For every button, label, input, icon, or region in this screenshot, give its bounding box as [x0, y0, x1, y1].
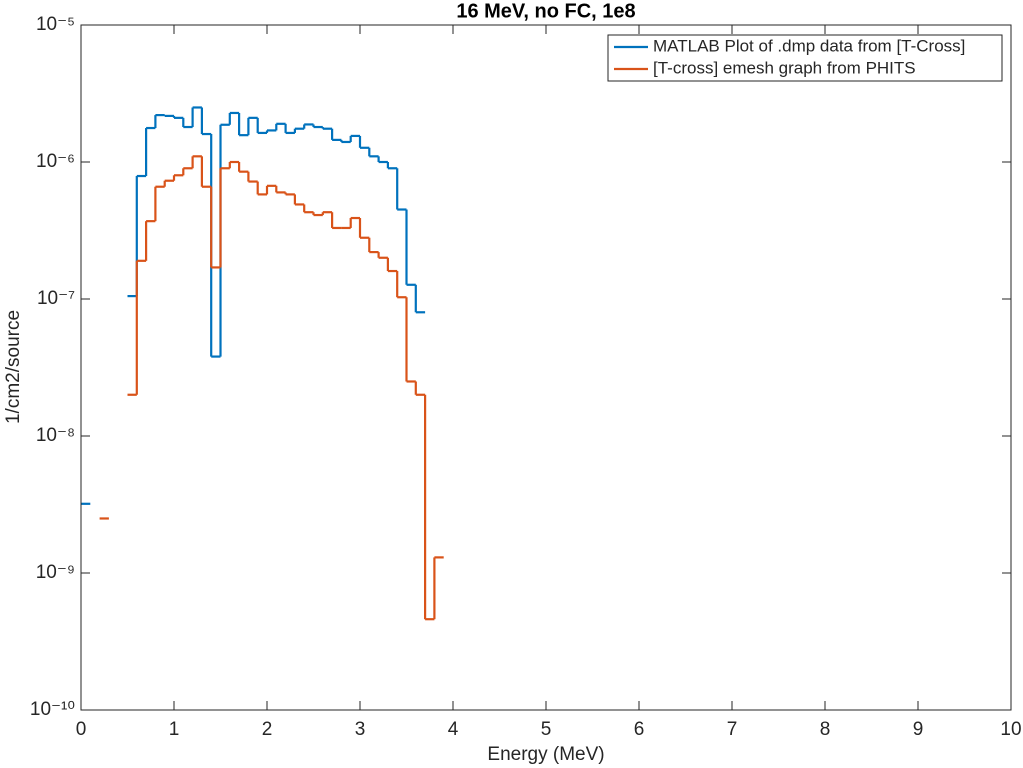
x-tick-label: 1 [169, 719, 180, 740]
x-axis-label: Energy (MeV) [487, 744, 604, 765]
x-tick-label: 8 [820, 719, 831, 740]
y-tick-label: 10⁻⁹ [36, 562, 75, 583]
x-tick-label: 3 [355, 719, 366, 740]
x-tick-label: 7 [727, 719, 738, 740]
y-tick-label: 10⁻¹⁰ [30, 699, 75, 720]
x-tick-label: 2 [262, 719, 273, 740]
y-tick-label: 10⁻⁷ [37, 288, 75, 309]
legend-label: MATLAB Plot of .dmp data from [T-Cross] [653, 36, 965, 55]
legend-label: [T-cross] emesh graph from PHITS [653, 58, 916, 77]
y-tick-label: 10⁻⁸ [36, 425, 75, 446]
y-axis-label: 1/cm2/source [3, 310, 24, 424]
x-tick-label: 9 [913, 719, 924, 740]
chart-title: 16 MeV, no FC, 1e8 [456, 0, 635, 22]
x-tick-label: 6 [634, 719, 645, 740]
x-tick-label: 4 [448, 719, 459, 740]
x-tick-label: 5 [541, 719, 552, 740]
x-tick-label: 0 [76, 719, 87, 740]
y-tick-label: 10⁻⁶ [36, 151, 75, 172]
y-tick-label: 10⁻⁵ [36, 14, 75, 35]
legend-box [607, 34, 1003, 82]
plot-area [81, 25, 1011, 710]
x-tick-label: 10 [1000, 719, 1021, 740]
axes-box [80, 24, 1012, 711]
